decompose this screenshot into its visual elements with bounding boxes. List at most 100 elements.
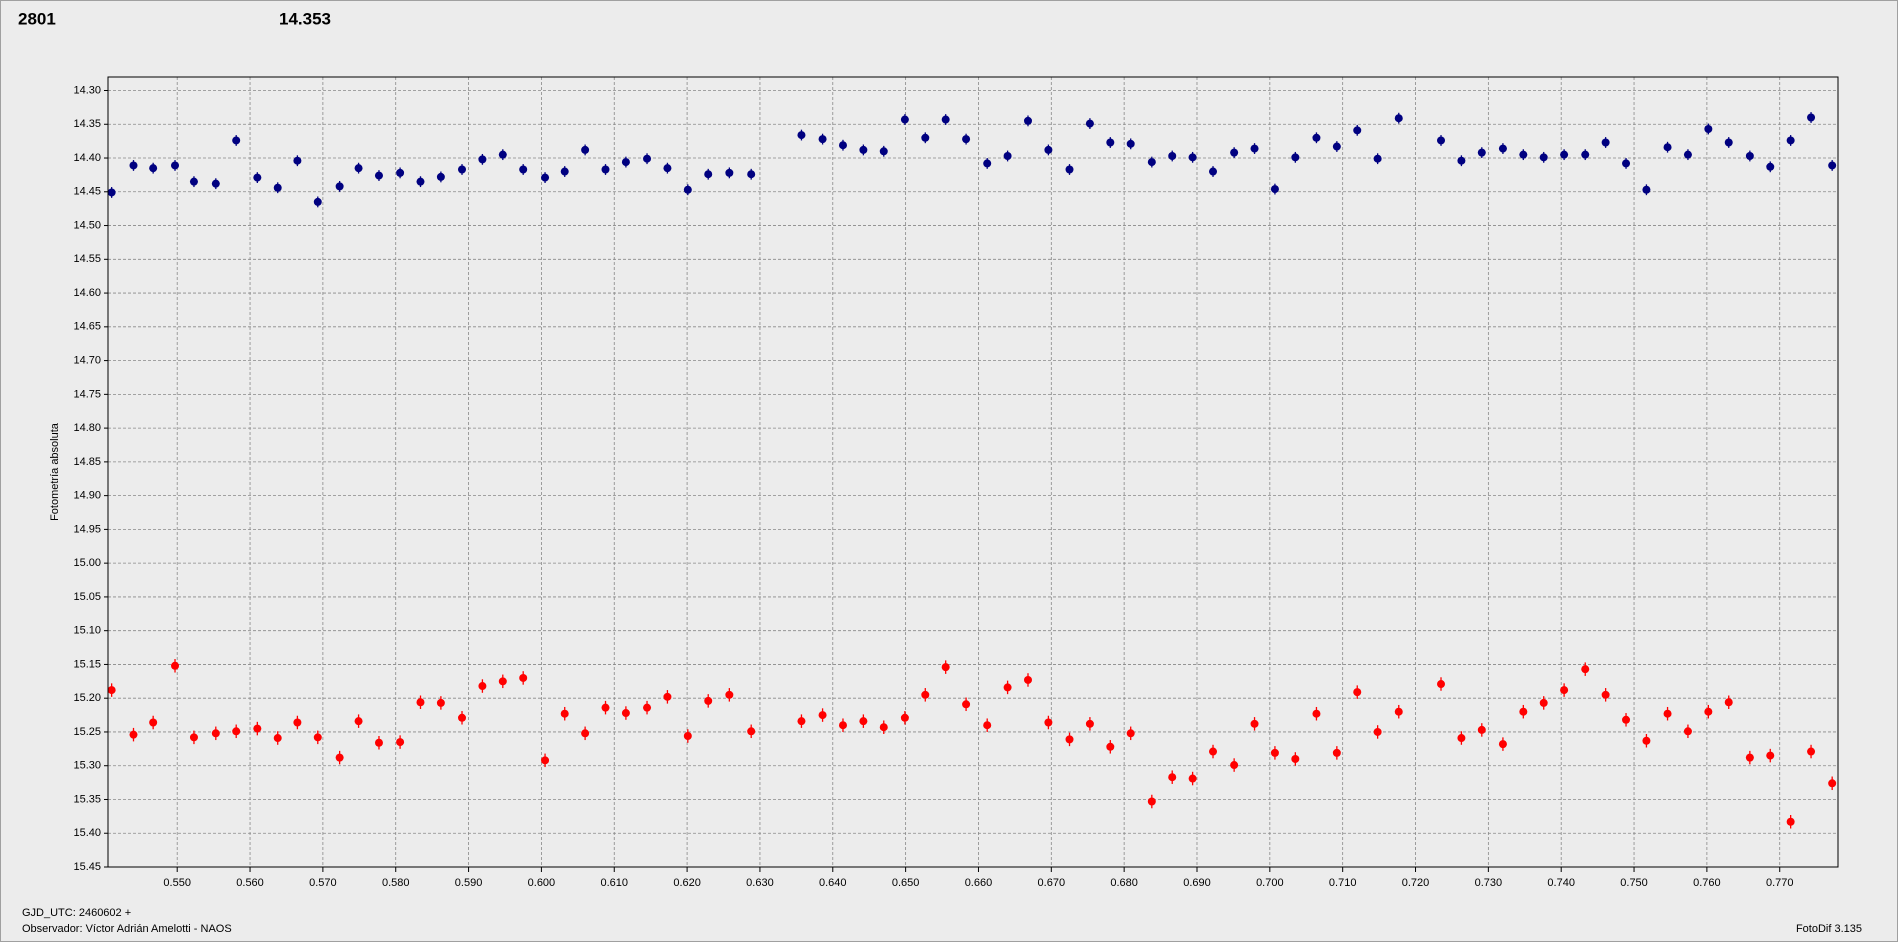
data-point [1766,751,1775,760]
data-point [1085,719,1094,728]
data-point [1126,139,1135,148]
x-tick-label: 0.640 [819,877,847,889]
data-point [1188,153,1197,162]
data-point [1147,797,1156,806]
x-tick-label: 0.680 [1110,877,1138,889]
x-tick-label: 0.720 [1402,877,1430,889]
x-tick-label: 0.760 [1693,877,1721,889]
data-point [1786,136,1795,145]
x-tick-label: 0.570 [309,877,337,889]
y-tick-label: 15.20 [73,692,101,704]
count-label: 2801 [18,9,56,28]
data-point [416,698,425,707]
y-tick-label: 14.75 [73,388,101,400]
data-point [797,717,806,726]
data-point [1394,114,1403,123]
data-point [1477,725,1486,734]
data-point [498,150,507,159]
data-point [601,165,610,174]
data-point [1437,136,1446,145]
y-tick-label: 14.45 [73,186,101,198]
y-tick-label: 15.10 [73,625,101,637]
data-point [519,165,528,174]
y-tick-label: 15.25 [73,726,101,738]
data-point [1332,748,1341,757]
data-point [1457,156,1466,165]
data-point [941,115,950,124]
data-point [253,724,262,733]
data-point [189,733,198,742]
data-point [663,164,672,173]
data-point [1353,126,1362,135]
data-point [1601,138,1610,147]
data-point [962,700,971,709]
data-point [941,663,950,672]
x-tick-label: 0.630 [746,877,774,889]
x-tick-label: 0.550 [163,877,191,889]
data-point [818,711,827,720]
data-point [1539,698,1548,707]
data-point [1394,707,1403,716]
data-point [1828,779,1837,788]
data-point [1519,707,1528,716]
data-point [1457,734,1466,743]
data-point [1353,688,1362,697]
data-point [293,718,302,727]
data-point [478,155,487,164]
data-point [436,698,445,707]
data-point [643,703,652,712]
data-point [921,690,930,699]
x-tick-label: 0.600 [528,877,556,889]
y-axis-label: Fotometría absoluta [49,422,61,521]
data-point [1270,185,1279,194]
y-tick-label: 14.70 [73,354,101,366]
data-point [498,677,507,686]
data-point [1291,754,1300,763]
data-point [1106,138,1115,147]
data-point [1023,675,1032,684]
data-point [519,673,528,682]
data-point [1312,709,1321,718]
data-point [1642,736,1651,745]
x-tick-label: 0.610 [600,877,628,889]
data-point [581,729,590,738]
data-point [1724,138,1733,147]
x-tick-label: 0.730 [1475,877,1503,889]
data-point [478,682,487,691]
data-point [458,713,467,722]
data-point [1126,729,1135,738]
data-point [1230,761,1239,770]
data-point [683,732,692,741]
y-tick-label: 14.95 [73,523,101,535]
data-point [1745,753,1754,762]
data-point [1828,161,1837,170]
data-point [1663,143,1672,152]
data-point [1560,150,1569,159]
data-point [1519,150,1528,159]
data-point [1373,154,1382,163]
x-tick-label: 0.660 [965,877,993,889]
data-point [1230,148,1239,157]
x-tick-label: 0.580 [382,877,410,889]
y-tick-label: 14.30 [73,84,101,96]
data-point [1312,133,1321,142]
data-point [983,159,992,168]
y-tick-label: 15.35 [73,793,101,805]
data-point [541,756,550,765]
data-point [1622,715,1631,724]
data-point [1581,665,1590,674]
data-point [293,156,302,165]
data-point [107,188,116,197]
data-point [683,185,692,194]
data-point [129,161,138,170]
data-point [1498,144,1507,153]
data-point [211,729,220,738]
data-point [838,721,847,730]
data-point [1437,680,1446,689]
data-point [1642,185,1651,194]
data-point [900,713,909,722]
data-point [129,730,138,739]
data-point [1373,727,1382,736]
x-tick-label: 0.740 [1547,877,1575,889]
